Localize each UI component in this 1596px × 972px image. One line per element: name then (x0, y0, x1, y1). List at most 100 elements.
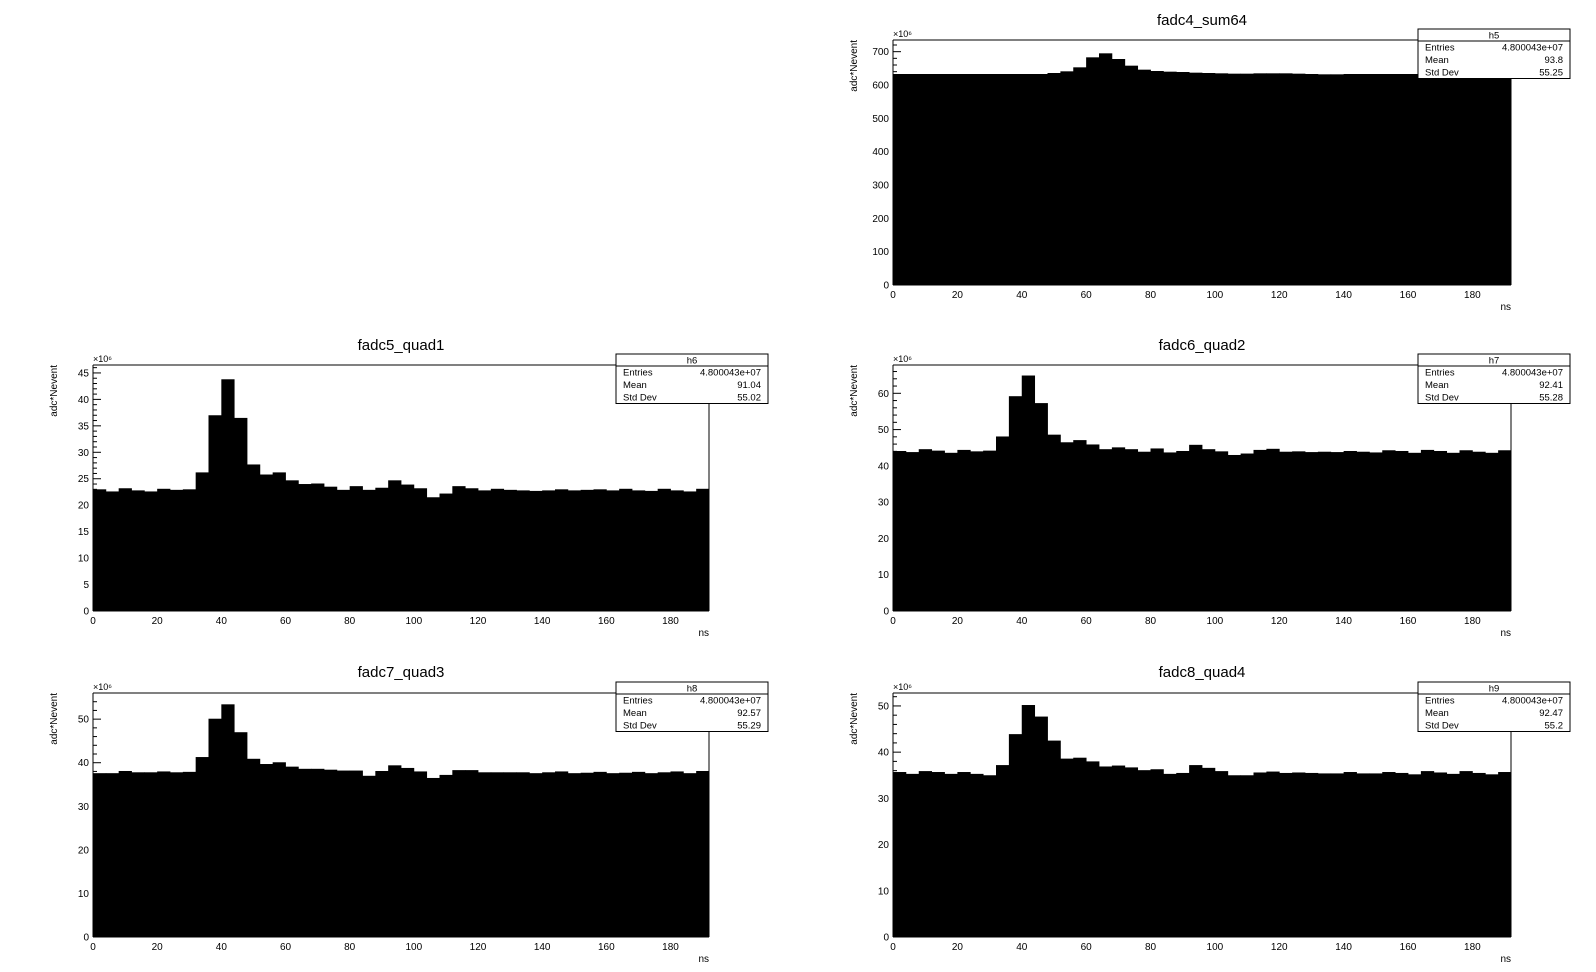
y-tick-label: 300 (872, 181, 889, 192)
y-tick-label: 20 (78, 501, 90, 512)
histogram-bin (1408, 74, 1422, 285)
x-tick-label: 100 (1207, 616, 1224, 627)
histogram-bin (439, 493, 453, 611)
histogram-bin (324, 769, 338, 937)
stats-row-value: 92.41 (1539, 380, 1563, 391)
histogram-bin (208, 415, 222, 611)
histogram-bin (349, 486, 363, 611)
x-tick-label: 0 (890, 616, 896, 627)
histogram-bin (970, 74, 984, 285)
stats-box-frame (1417, 353, 1571, 404)
chart-title: fadc7_quad3 (358, 664, 445, 681)
stats-box: h6 Entries 4.800043e+07 Mean 91.04 Std Dev 55.… (615, 353, 769, 404)
y-axis-title: adc*Nevent (849, 365, 860, 417)
stats-row-label: Std Dev (623, 721, 657, 732)
histogram-bin (1266, 73, 1280, 285)
histogram-bin (1292, 451, 1306, 611)
histogram-bin (426, 777, 440, 937)
histogram-bin (401, 484, 415, 611)
x-tick-label: 20 (152, 942, 164, 953)
histogram-bin (478, 772, 492, 937)
histogram-bin (696, 770, 710, 937)
y-tick-label: 600 (872, 81, 889, 92)
stats-box-frame (615, 353, 769, 404)
y-exponent-label: ×10⁶ (893, 29, 912, 39)
stats-row-value: 92.57 (737, 708, 761, 719)
histogram-bin (1008, 734, 1023, 937)
histogram-bin (1382, 74, 1396, 285)
y-tick-label: 20 (878, 534, 890, 545)
histogram-bin (93, 773, 107, 937)
histogram-bin (1305, 772, 1319, 937)
chart-title: fadc6_quad2 (1159, 337, 1246, 354)
histogram-bin (1253, 73, 1267, 285)
histogram-bin (503, 489, 517, 611)
x-tick-label: 160 (1400, 942, 1417, 953)
histogram-bin (221, 379, 235, 611)
x-tick-label: 60 (280, 616, 292, 627)
histogram-panel-h8: 0 20 40 60 80 100 120 140 160 180 0 10 20 30 40 50 ×10⁶ n… (49, 664, 769, 965)
histogram-bin (1034, 403, 1048, 611)
histogram-bin (1240, 73, 1254, 285)
histogram-bin (619, 772, 633, 937)
stats-row-value: 55.28 (1539, 393, 1563, 404)
y-tick-label: 50 (878, 425, 890, 436)
stats-box-frame (615, 681, 769, 732)
histogram-bin (1317, 74, 1332, 285)
histogram-bin (1420, 74, 1435, 285)
stats-histogram-name: h9 (1489, 684, 1500, 695)
histogram-bin (1356, 773, 1370, 937)
y-tick-label: 30 (78, 802, 90, 813)
histogram-bin (439, 774, 453, 937)
stats-row-value: 4.800043e+07 (1502, 368, 1563, 379)
y-tick-label: 400 (872, 147, 889, 158)
stats-row-value: 55.29 (737, 721, 761, 732)
histogram-bars (93, 704, 710, 937)
x-tick-label: 180 (662, 616, 679, 627)
histogram-bin (606, 773, 620, 937)
histogram-bin (1472, 772, 1486, 937)
chart-title: fadc5_quad1 (358, 337, 445, 354)
histogram-bin (131, 772, 145, 937)
histogram-bin (1047, 73, 1061, 285)
x-tick-label: 160 (598, 942, 615, 953)
histogram-bin (918, 449, 933, 611)
histogram-bin (1073, 67, 1087, 285)
histogram-bin (1202, 73, 1216, 285)
x-tick-label: 40 (1016, 290, 1028, 301)
histogram-bin (1047, 434, 1061, 611)
x-tick-label: 120 (1271, 942, 1288, 953)
histogram-bin (401, 767, 415, 937)
histogram-bin (182, 489, 197, 611)
histogram-bin (170, 489, 184, 611)
stats-row-label: Entries (623, 696, 653, 707)
y-tick-label: 0 (83, 607, 89, 618)
histogram-bin (931, 450, 945, 611)
histogram-bin (1485, 774, 1499, 937)
histogram-bin (1086, 444, 1100, 611)
histogram-bin (516, 490, 530, 611)
y-exponent-label: ×10⁶ (893, 354, 912, 364)
histogram-bin (1073, 757, 1087, 937)
histogram-bin (905, 452, 920, 611)
histogram-bin (567, 490, 582, 611)
histogram-bin (606, 490, 620, 611)
histogram-bin (593, 489, 607, 611)
x-tick-label: 140 (1335, 290, 1352, 301)
histogram-bin (1202, 767, 1216, 937)
x-tick-label: 40 (216, 942, 228, 953)
histogram-bin (413, 771, 428, 937)
histogram-bin (1279, 73, 1293, 285)
histogram-bin (1214, 771, 1229, 937)
histogram-bin (285, 766, 299, 937)
histogram-bin (1214, 73, 1229, 285)
stats-row-value: 91.04 (737, 380, 761, 391)
histogram-bin (944, 74, 958, 285)
histogram-bin (1459, 771, 1473, 937)
histogram-bin (1472, 74, 1486, 285)
histogram-bin (1317, 451, 1332, 611)
histogram-bin (452, 770, 466, 937)
y-axis-title: adc*Nevent (49, 693, 60, 745)
histogram-bin (1099, 53, 1113, 285)
histogram-bin (1292, 73, 1306, 285)
